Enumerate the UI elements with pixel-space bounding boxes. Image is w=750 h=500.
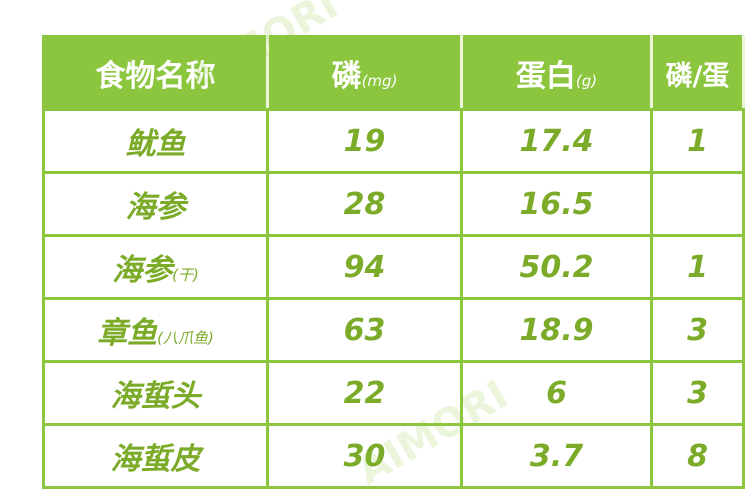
ratio-cell: 3 [650, 297, 745, 363]
phosphorus-cell: 28 [266, 171, 463, 237]
ratio-cell: 1 [650, 108, 745, 174]
food-name-cell: 海参(干) [42, 234, 269, 300]
phosphorus-cell: 30 [266, 423, 463, 489]
food-name-cell: 鱿鱼 [42, 108, 269, 174]
food-name-cell: 海参 [42, 171, 269, 237]
ratio-cell: 8 [650, 423, 745, 489]
protein-cell: 16.5 [460, 171, 653, 237]
protein-cell: 18.9 [460, 297, 653, 363]
phosphorus-cell: 19 [266, 108, 463, 174]
header-phosphorus: 磷(mg) [266, 35, 463, 111]
protein-cell: 50.2 [460, 234, 653, 300]
phosphorus-cell: 63 [266, 297, 463, 363]
table-row: 海蜇头 22 6 3 [42, 360, 745, 426]
phosphorus-cell: 22 [266, 360, 463, 426]
table-row: 海蜇皮 30 3.7 8 [42, 423, 745, 489]
header-protein: 蛋白(g) [460, 35, 653, 111]
ratio-cell: 1 [650, 234, 745, 300]
food-name-cell: 章鱼(八爪鱼) [42, 297, 269, 363]
nutrition-table: 食物名称 磷(mg) 蛋白(g) 磷/蛋 鱿鱼 19 17.4 1 海参 28 1… [42, 35, 745, 489]
protein-cell: 3.7 [460, 423, 653, 489]
header-food-name: 食物名称 [42, 35, 269, 111]
table-row: 鱿鱼 19 17.4 1 [42, 108, 745, 174]
protein-cell: 17.4 [460, 108, 653, 174]
ratio-cell [650, 171, 745, 237]
header-row: 食物名称 磷(mg) 蛋白(g) 磷/蛋 [42, 35, 745, 111]
ratio-cell: 3 [650, 360, 745, 426]
food-name-cell: 海蜇头 [42, 360, 269, 426]
table-row: 章鱼(八爪鱼) 63 18.9 3 [42, 297, 745, 363]
table-row: 海参(干) 94 50.2 1 [42, 234, 745, 300]
header-ratio: 磷/蛋 [650, 35, 745, 111]
protein-cell: 6 [460, 360, 653, 426]
phosphorus-cell: 94 [266, 234, 463, 300]
food-name-cell: 海蜇皮 [42, 423, 269, 489]
table-row: 海参 28 16.5 [42, 171, 745, 237]
